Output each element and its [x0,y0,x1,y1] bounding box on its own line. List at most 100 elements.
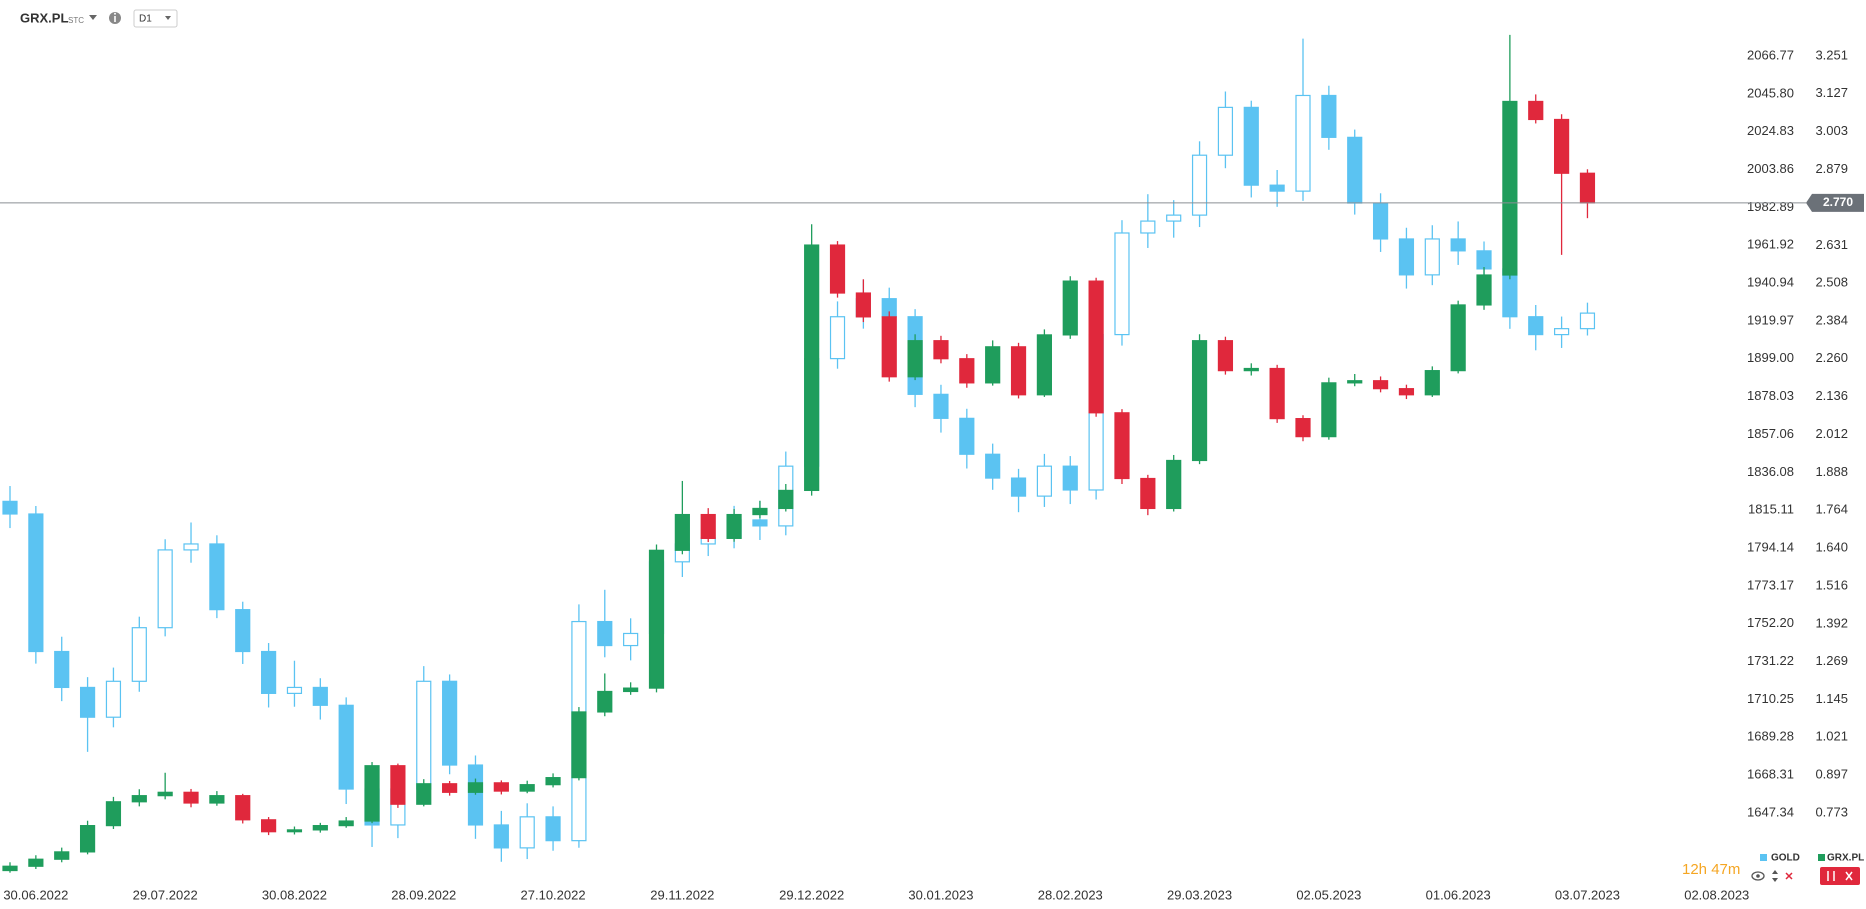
candle-body [1140,477,1156,510]
legend-label[interactable]: GRX.PL [1827,853,1864,864]
candle-body [1398,388,1415,396]
y2-tick-label: 2.136 [1815,388,1848,403]
x-tick-label: 30.06.2022 [3,887,68,902]
candle-body [235,795,251,821]
candle-body [1398,238,1415,276]
candle-body [209,795,225,804]
x-tick-label: 27.10.2022 [521,887,586,902]
candle-body [1010,477,1027,497]
info-icon[interactable] [109,12,121,24]
candle-body [261,650,277,694]
plot: 1647.34 1668.31 1689.28 1710.25 1731.22 1752.… [0,34,1864,902]
candle-body [1191,154,1208,216]
candle-body [1217,340,1234,372]
candle-body [674,513,690,551]
candle-body [959,358,975,384]
y-tick-label: 2045.80 [1747,85,1794,100]
candle-body [1295,94,1311,192]
y-tick-label: 1836.08 [1747,464,1794,479]
candle-body [1321,94,1337,138]
candle-body [1217,106,1234,156]
y-tick-label: 1731.22 [1747,653,1794,668]
x-tick-label: 29.07.2022 [133,887,198,902]
legend-swatch [1760,854,1767,861]
x-tick-label: 30.01.2023 [908,887,973,902]
candle-body [442,680,458,766]
y-tick-label: 1752.20 [1747,615,1794,630]
current-price-label: 2.770 [1823,195,1853,209]
y-tick-label: 1773.17 [1747,577,1794,592]
y2-tick-label: 1.888 [1815,464,1848,479]
y-tick-label: 1689.28 [1747,729,1794,744]
candle-body [2,865,18,872]
candle-body [54,650,70,689]
candle-body [364,765,380,822]
eye-icon[interactable] [1751,871,1765,881]
y-tick-label: 1647.34 [1747,804,1794,819]
y-tick-label: 1815.11 [1748,502,1794,517]
candle-body [183,791,199,804]
candle-body [1114,412,1130,480]
candle-body [571,711,587,779]
y2-tick-label: 1.021 [1815,729,1848,744]
candle-body [442,783,458,793]
candle-body [79,686,96,718]
y2-tick-label: 1.392 [1815,615,1848,630]
candle-body [597,620,613,647]
candle-body [1191,340,1208,462]
y-tick-label: 1878.03 [1747,388,1794,403]
candle-body [183,543,199,551]
candle-body [1424,238,1440,276]
candle-body [312,686,328,706]
candle-body [1476,274,1492,306]
x-tick-label: 29.11.2022 [650,887,714,902]
candle-body [1579,172,1596,204]
y2-tick-label: 1.145 [1815,691,1848,706]
y2-tick-label: 3.127 [1815,85,1848,100]
candle-body [1269,184,1285,192]
symbol-dropdown[interactable] [89,15,97,20]
candle-body [467,764,484,826]
candle-body [700,513,716,539]
y2-tick-label: 2.508 [1815,274,1848,289]
candle-body [959,417,975,455]
candle-body [131,795,147,803]
candle-body [1502,100,1518,276]
y-tick-label: 2066.77 [1747,47,1794,62]
x-tick-label: 02.05.2023 [1296,887,1361,902]
candle-body [1450,304,1466,372]
candle-body [1450,238,1466,252]
y-tick-label: 2024.83 [1747,123,1794,138]
candle-body [1424,370,1440,396]
y2-tick-label: 2.012 [1815,426,1848,441]
candle-body [855,292,871,318]
candle-body [1372,202,1389,240]
x-tick-label: 30.08.2022 [262,887,327,902]
candle-body [519,816,535,849]
candle-body [286,829,303,833]
candle-body [545,777,561,786]
candle-body [338,704,354,790]
legend-swatch [1818,854,1825,861]
remove-icon[interactable] [1785,872,1793,880]
candle-body [467,782,484,793]
candle-body [1295,418,1311,438]
candle-body [1140,220,1156,234]
y2-tick-label: 2.260 [1815,350,1848,365]
candle-body [493,782,509,792]
legend-label[interactable]: GOLD [1771,853,1800,864]
y2-tick-label: 0.897 [1815,767,1848,782]
y2-tick-label: 0.773 [1815,805,1848,820]
candle-body [1579,312,1596,330]
interval-select[interactable] [133,9,178,28]
candle-body [881,316,897,378]
series-controls[interactable] [1820,867,1860,885]
reorder-icon[interactable] [1772,870,1778,882]
x-tick-label: 01.06.2023 [1426,887,1491,902]
candle-body [829,244,846,294]
symbol[interactable]: GRX.PL [20,10,68,25]
candle-body [1553,118,1570,174]
candle-body [907,340,923,378]
